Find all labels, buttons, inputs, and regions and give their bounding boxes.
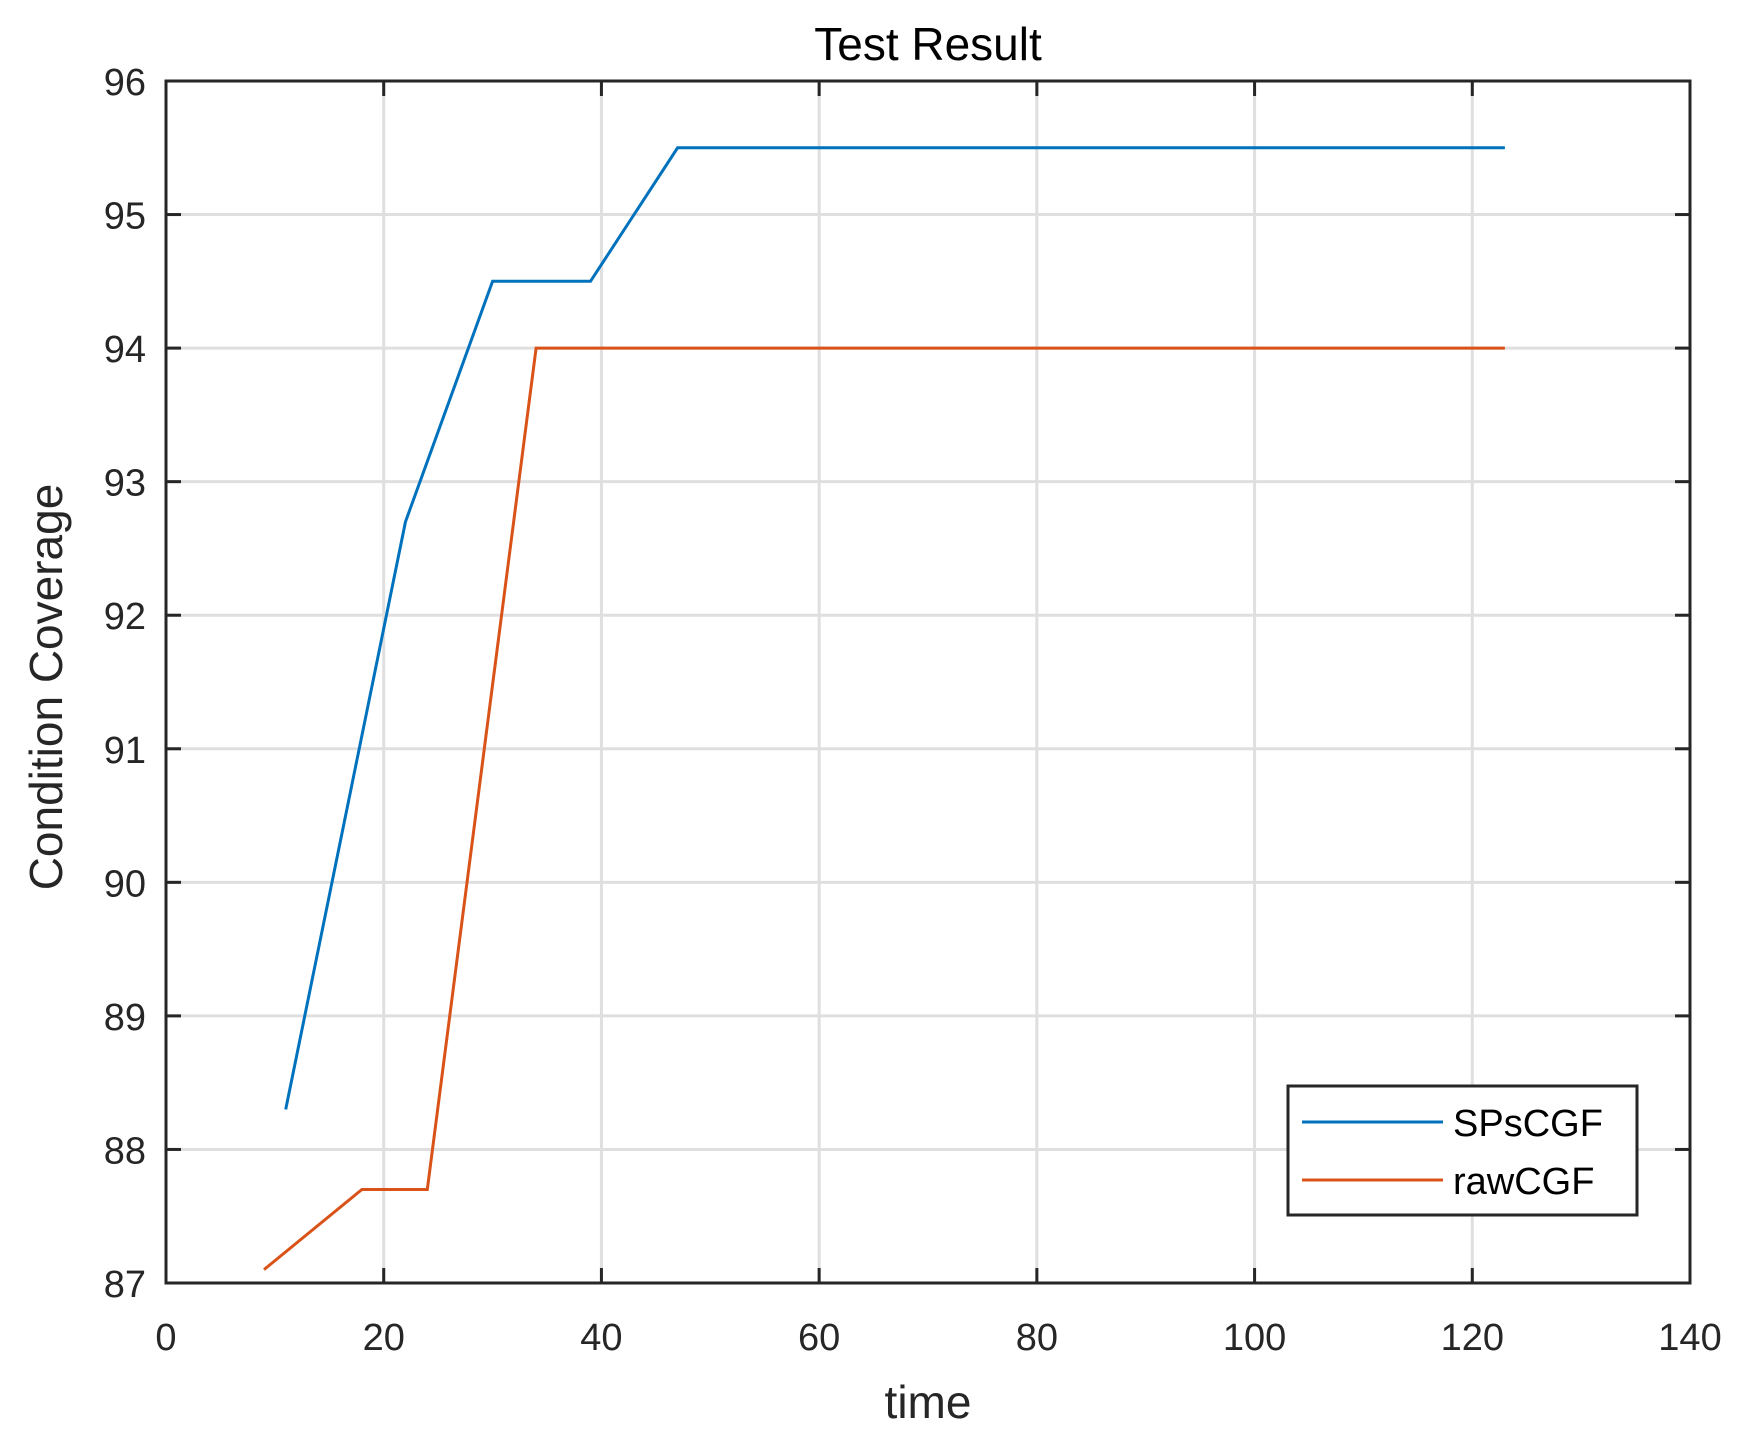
x-tick-label: 20 [363,1317,405,1359]
legend-box [1286,1084,1639,1217]
x-axis-label: time [885,1376,972,1428]
y-tick-label: 88 [104,1130,146,1172]
x-tick-label: 60 [798,1317,840,1359]
legend-label-spscgf: SPsCGF [1453,1103,1603,1145]
y-tick-label: 94 [104,329,146,371]
x-tick-label: 40 [580,1317,622,1359]
chart-title: Test Result [814,18,1042,70]
data-series [263,146,1505,1271]
series-line-spscgf [284,146,1505,1110]
y-tick-label: 96 [104,62,146,104]
y-tick-label: 95 [104,196,146,238]
y-tick-label: 90 [104,863,146,905]
x-tick-label: 100 [1223,1317,1286,1359]
x-tick-label: 0 [155,1317,176,1359]
y-tick-label: 92 [104,596,146,638]
x-tick-label: 80 [1016,1317,1058,1359]
axes-box [164,79,1692,1285]
series-line-rawcgf [263,346,1505,1271]
y-tick-label: 91 [104,730,146,772]
tick-labels: 0 20 40 60 80 100 120 140 87 88 89 90 91 92 93 94 95 96 [104,62,1722,1359]
y-tick-label: 89 [104,997,146,1039]
x-tick-label: 120 [1441,1317,1504,1359]
y-axis-label: Condition Coverage [20,484,72,891]
legend: SPsCGF rawCGF [1286,1084,1639,1217]
x-tick-label: 140 [1658,1317,1721,1359]
y-tick-label: 87 [104,1264,146,1306]
y-tick-label: 93 [104,463,146,505]
legend-label-rawcgf: rawCGF [1453,1161,1594,1203]
axes [164,79,1692,1285]
